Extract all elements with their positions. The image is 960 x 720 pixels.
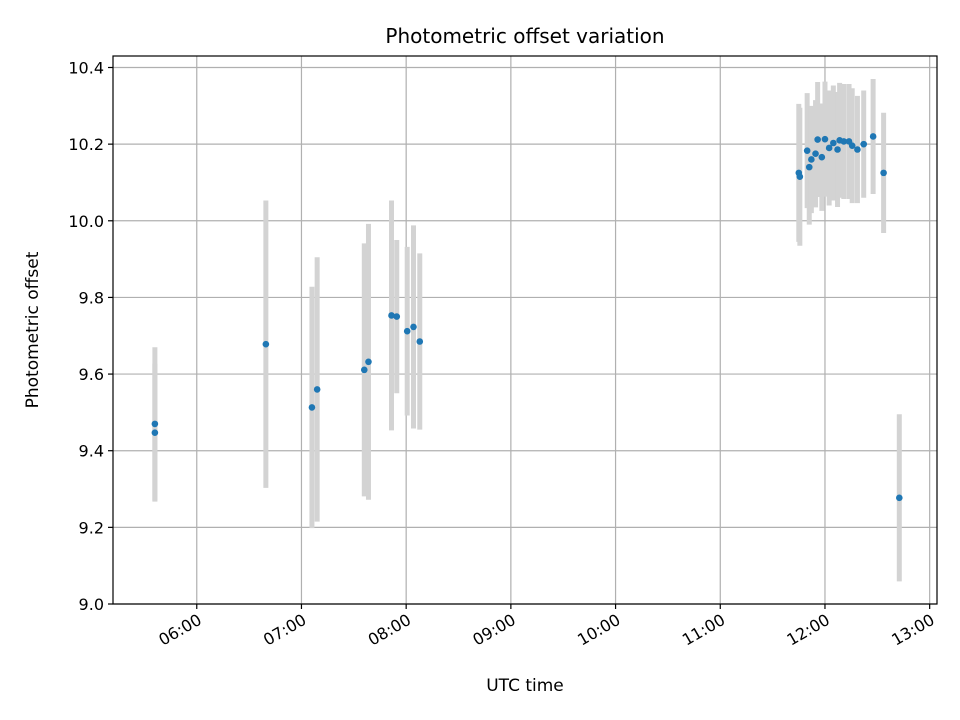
y-tick-label: 10.4	[68, 58, 104, 77]
data-point	[830, 139, 837, 147]
data-point	[848, 142, 856, 149]
data-point	[880, 169, 887, 177]
y-tick-label: 9.4	[79, 442, 104, 461]
data-point	[803, 147, 811, 154]
data-point	[393, 313, 401, 320]
x-axis-label: UTC time	[486, 676, 564, 696]
data-point	[365, 358, 372, 366]
y-tick-label: 9.6	[79, 365, 104, 384]
data-point	[814, 136, 821, 143]
data-point	[403, 327, 411, 335]
data-point	[825, 144, 833, 152]
y-tick-label: 9.8	[79, 288, 104, 307]
data-point	[262, 340, 270, 348]
y-tick-label: 9.2	[79, 518, 104, 537]
data-point	[808, 156, 815, 163]
y-tick-label: 9.0	[79, 595, 104, 614]
data-point	[840, 138, 848, 145]
plot-frame	[112, 55, 938, 605]
data-point	[151, 429, 159, 437]
data-point	[812, 150, 819, 158]
data-point	[313, 386, 321, 393]
y-tick-label: 10.2	[68, 135, 104, 154]
data-point	[308, 404, 316, 411]
data-point	[796, 173, 804, 181]
data-point	[818, 153, 826, 161]
data-points	[151, 133, 903, 502]
data-point	[416, 338, 424, 345]
data-point	[151, 420, 159, 428]
data-point	[860, 140, 868, 148]
y-axis-label: Photometric offset	[23, 251, 43, 408]
data-point	[869, 133, 877, 140]
chart-title: Photometric offset variation	[385, 24, 664, 48]
data-point	[821, 135, 829, 143]
data-point	[896, 494, 903, 502]
data-point	[805, 163, 813, 171]
data-point	[834, 146, 841, 153]
data-point	[388, 312, 395, 319]
data-point	[854, 146, 861, 153]
data-point	[360, 366, 368, 374]
y-tick-label: 10.0	[68, 212, 104, 231]
data-point	[410, 323, 417, 331]
